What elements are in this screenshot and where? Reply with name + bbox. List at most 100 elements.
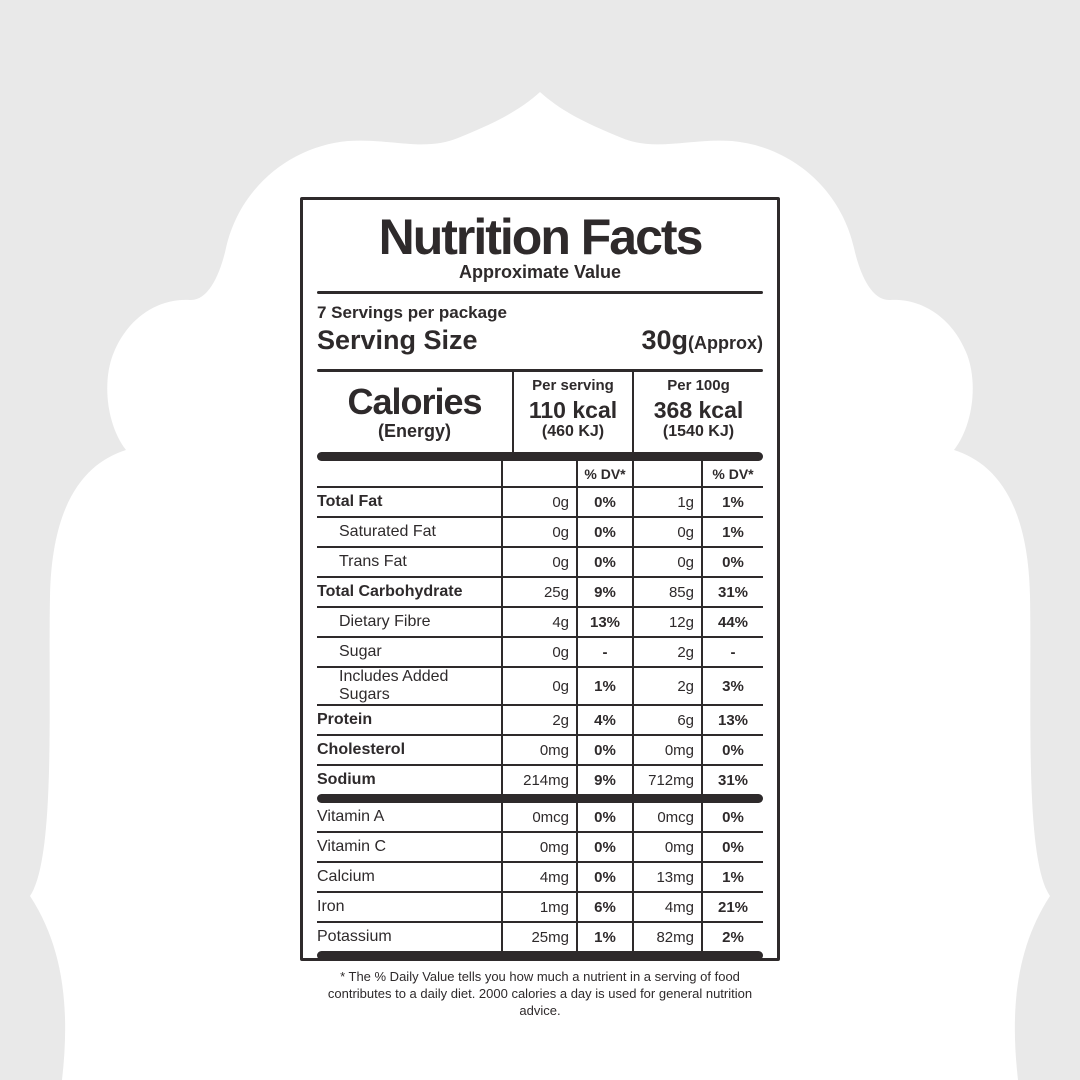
per-100g-dv: 31% bbox=[701, 578, 763, 606]
per-serving-dv: 1% bbox=[576, 923, 632, 951]
divider bbox=[317, 291, 763, 294]
table-row: Saturated Fat 0g 0% 0g 1% bbox=[317, 518, 763, 548]
calories-per-100g: Per 100g 368 kcal (1540 KJ) bbox=[632, 372, 763, 452]
per-serving-amount: 0g bbox=[501, 488, 576, 516]
table-row: Cholesterol 0mg 0% 0mg 0% bbox=[317, 736, 763, 766]
serving-size-row: Serving Size 30g(Approx) bbox=[317, 325, 763, 363]
per-serving-amount: 0g bbox=[501, 638, 576, 666]
per-100g-amount: 13mg bbox=[632, 863, 701, 891]
nutrient-name: Saturated Fat bbox=[339, 523, 436, 540]
table-row: Total Carbohydrate 25g 9% 85g 31% bbox=[317, 578, 763, 608]
table-row: Includes Added Sugars 0g 1% 2g 3% bbox=[317, 668, 763, 706]
table-row: Sodium 214mg 9% 712mg 31% bbox=[317, 766, 763, 794]
per-100g-amount: 0g bbox=[632, 518, 701, 546]
per-serving-amount: 0mcg bbox=[501, 803, 576, 831]
calories-per-serving: Per serving 110 kcal (460 KJ) bbox=[512, 372, 632, 452]
nutrition-facts-label: Nutrition Facts Approximate Value 7 Serv… bbox=[300, 197, 780, 1018]
nutrient-name: Iron bbox=[317, 898, 345, 915]
nutrient-name: Vitamin C bbox=[317, 838, 387, 855]
nutrient-name: Vitamin A bbox=[317, 808, 385, 825]
per-serving-dv: 0% bbox=[576, 518, 632, 546]
header-spacer bbox=[317, 461, 501, 486]
dv-header-per-serving: % DV* bbox=[576, 461, 632, 486]
table-row: Calcium 4mg 0% 13mg 1% bbox=[317, 863, 763, 893]
per-100g-dv: 0% bbox=[701, 736, 763, 764]
per-serving-dv: 0% bbox=[576, 736, 632, 764]
dv-header-per-100g: % DV* bbox=[701, 461, 763, 486]
calories-heading: Calories (Energy) bbox=[317, 372, 512, 452]
label-title: Nutrition Facts bbox=[378, 209, 704, 265]
per-serving-amount: 4mg bbox=[501, 863, 576, 891]
per-serving-header: Per serving bbox=[532, 377, 614, 394]
nutrient-name: Protein bbox=[317, 711, 373, 728]
micronutrient-table: Vitamin A 0mcg 0% 0mcg 0% Vitamin C 0mg … bbox=[317, 803, 763, 951]
per-100g-amount: 85g bbox=[632, 578, 701, 606]
nutrient-name: Sugar bbox=[339, 643, 382, 660]
per-serving-dv: 4% bbox=[576, 706, 632, 734]
per-100g-dv: 0% bbox=[701, 833, 763, 861]
per-100g-amount: 712mg bbox=[632, 766, 701, 794]
table-row: Trans Fat 0g 0% 0g 0% bbox=[317, 548, 763, 578]
per-100g-dv: 1% bbox=[701, 863, 763, 891]
per-100g-amount: 0mg bbox=[632, 736, 701, 764]
per-100g-dv: 1% bbox=[701, 518, 763, 546]
per-serving-amount: 2g bbox=[501, 706, 576, 734]
per-serving-amount: 4g bbox=[501, 608, 576, 636]
per-serving-dv: - bbox=[576, 638, 632, 666]
per-serving-dv: 9% bbox=[576, 578, 632, 606]
nutrient-name: Potassium bbox=[317, 928, 392, 945]
per-serving-amount: 0g bbox=[501, 668, 576, 704]
table-row: Dietary Fibre 4g 13% 12g 44% bbox=[317, 608, 763, 638]
header-spacer bbox=[632, 461, 701, 486]
per-serving-amount: 0g bbox=[501, 518, 576, 546]
calories-sublabel: (Energy) bbox=[377, 421, 451, 441]
per-100g-dv: 0% bbox=[701, 548, 763, 576]
serving-size-approx: (Approx) bbox=[688, 333, 763, 353]
per-100g-amount: 2g bbox=[632, 638, 701, 666]
per-serving-amount: 25g bbox=[501, 578, 576, 606]
per-100g-dv: 31% bbox=[701, 766, 763, 794]
nutrient-name: Cholesterol bbox=[317, 741, 406, 758]
per-100g-dv: 13% bbox=[701, 706, 763, 734]
section-bar bbox=[317, 452, 763, 461]
per-serving-dv: 0% bbox=[576, 863, 632, 891]
per-100g-amount: 1g bbox=[632, 488, 701, 516]
per-serving-dv: 0% bbox=[576, 488, 632, 516]
nutrient-name: Includes Added Sugars bbox=[339, 668, 449, 703]
per-100g-kj: (1540 KJ) bbox=[662, 423, 735, 440]
per-100g-amount: 82mg bbox=[632, 923, 701, 951]
servings-per-package: 7 Servings per package bbox=[317, 303, 507, 322]
per-100g-amount: 2g bbox=[632, 668, 701, 704]
table-row: Sugar 0g - 2g - bbox=[317, 638, 763, 668]
table-row: Protein 2g 4% 6g 13% bbox=[317, 706, 763, 736]
per-serving-dv: 9% bbox=[576, 766, 632, 794]
section-bar bbox=[317, 794, 763, 803]
table-row: Potassium 25mg 1% 82mg 2% bbox=[317, 923, 763, 951]
nutrient-name: Total Fat bbox=[317, 493, 383, 510]
per-serving-dv: 13% bbox=[576, 608, 632, 636]
per-serving-dv: 0% bbox=[576, 548, 632, 576]
nutrient-name: Trans Fat bbox=[339, 553, 407, 570]
per-100g-dv: 2% bbox=[701, 923, 763, 951]
per-serving-kj: (460 KJ) bbox=[541, 423, 605, 440]
label-subtitle: Approximate Value bbox=[458, 262, 622, 282]
per-100g-kcal: 368 kcal bbox=[653, 397, 744, 423]
per-100g-dv: - bbox=[701, 638, 763, 666]
nutrient-name: Sodium bbox=[317, 771, 376, 788]
header-spacer bbox=[501, 461, 576, 486]
per-100g-amount: 12g bbox=[632, 608, 701, 636]
per-100g-dv: 0% bbox=[701, 803, 763, 831]
per-100g-header: Per 100g bbox=[667, 377, 730, 394]
per-100g-dv: 21% bbox=[701, 893, 763, 921]
table-row: Vitamin C 0mg 0% 0mg 0% bbox=[317, 833, 763, 863]
nutrient-name: Dietary Fibre bbox=[339, 613, 431, 630]
per-100g-dv: 1% bbox=[701, 488, 763, 516]
per-serving-amount: 25mg bbox=[501, 923, 576, 951]
per-100g-amount: 0mcg bbox=[632, 803, 701, 831]
nutrient-table: % DV* % DV* Total Fat 0g 0% 1g 1% Satura… bbox=[317, 461, 763, 794]
table-row: Vitamin A 0mcg 0% 0mcg 0% bbox=[317, 803, 763, 833]
per-100g-dv: 3% bbox=[701, 668, 763, 704]
per-serving-kcal: 110 kcal bbox=[528, 397, 618, 423]
serving-size-value: 30g(Approx) bbox=[641, 325, 763, 356]
